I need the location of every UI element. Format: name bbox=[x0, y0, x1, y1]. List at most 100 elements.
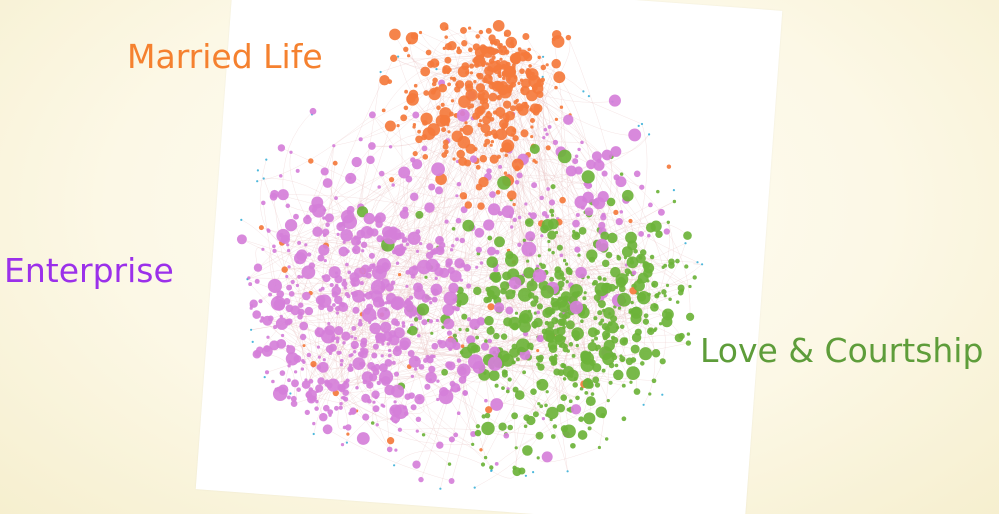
network-edge bbox=[289, 109, 532, 309]
network-edge bbox=[503, 63, 557, 337]
network-edge bbox=[515, 422, 526, 448]
network-node-enterprise bbox=[350, 335, 354, 339]
network-node-love bbox=[537, 402, 541, 406]
network-node-enterprise bbox=[290, 400, 298, 408]
network-node-enterprise bbox=[647, 233, 651, 238]
network-node-enterprise bbox=[336, 350, 341, 356]
network-node-enterprise bbox=[408, 266, 419, 277]
network-node-enterprise bbox=[272, 386, 288, 401]
network-node-enterprise bbox=[295, 283, 300, 288]
network-node-married bbox=[441, 152, 448, 158]
network-node-married bbox=[444, 56, 452, 64]
network-node-enterprise bbox=[323, 258, 327, 263]
network-node-minor bbox=[240, 218, 243, 221]
network-node-enterprise bbox=[435, 235, 444, 245]
network-edge bbox=[599, 323, 611, 448]
network-node-enterprise bbox=[415, 249, 420, 253]
network-node-enterprise bbox=[410, 404, 417, 411]
network-node-minor bbox=[637, 124, 640, 127]
network-node-love bbox=[601, 368, 606, 373]
network-node-love bbox=[605, 251, 613, 259]
network-node-love bbox=[430, 331, 434, 335]
network-node-married-stray bbox=[310, 360, 317, 368]
network-node-married bbox=[489, 143, 493, 147]
network-node-love bbox=[547, 340, 558, 350]
network-node-enterprise bbox=[487, 356, 503, 371]
network-edge bbox=[600, 291, 665, 324]
network-edge bbox=[534, 186, 554, 325]
network-node-married bbox=[468, 47, 473, 53]
network-node-enterprise bbox=[345, 262, 349, 267]
network-node-enterprise bbox=[297, 240, 302, 245]
network-node-enterprise bbox=[456, 108, 470, 122]
network-node-love bbox=[519, 320, 531, 333]
network-node-enterprise bbox=[426, 356, 434, 364]
network-node-love bbox=[651, 280, 659, 288]
network-node-married bbox=[540, 64, 547, 71]
network-node-married bbox=[495, 189, 501, 195]
network-edge bbox=[569, 201, 675, 272]
network-node-enterprise bbox=[536, 310, 541, 315]
network-node-enterprise bbox=[352, 289, 365, 303]
network-edge bbox=[281, 239, 416, 268]
network-edge bbox=[534, 37, 571, 109]
network-node-enterprise bbox=[343, 286, 348, 290]
network-node-love bbox=[533, 311, 538, 315]
network-node-married bbox=[458, 156, 468, 166]
network-node-love bbox=[640, 361, 645, 366]
network-edge bbox=[383, 158, 484, 407]
network-edge bbox=[360, 100, 486, 140]
network-node-married bbox=[493, 38, 501, 46]
network-node-love bbox=[625, 357, 634, 366]
network-node-love bbox=[553, 368, 561, 376]
network-node-love bbox=[613, 369, 624, 381]
network-node-enterprise bbox=[411, 159, 423, 170]
network-node-minor bbox=[397, 55, 400, 58]
network-node-love bbox=[554, 269, 565, 280]
network-node-enterprise bbox=[325, 222, 330, 227]
network-node-enterprise bbox=[512, 217, 517, 222]
network-node-love bbox=[597, 310, 603, 316]
network-node-married bbox=[464, 201, 473, 209]
network-node-enterprise bbox=[334, 295, 343, 305]
network-node-enterprise bbox=[456, 363, 471, 378]
network-node-enterprise bbox=[360, 225, 374, 239]
network-node-enterprise bbox=[306, 389, 317, 401]
network-node-enterprise bbox=[532, 268, 547, 283]
network-node-enterprise bbox=[459, 237, 465, 244]
network-node-love bbox=[621, 383, 626, 388]
network-edge bbox=[404, 232, 480, 408]
network-edge bbox=[413, 313, 463, 381]
network-node-love bbox=[475, 335, 480, 340]
network-node-enterprise bbox=[317, 361, 329, 373]
network-node-love bbox=[597, 275, 602, 281]
network-edge bbox=[283, 235, 510, 311]
network-node-love bbox=[608, 380, 613, 385]
network-node-married bbox=[439, 22, 449, 31]
network-node-love bbox=[550, 434, 556, 439]
network-node-enterprise bbox=[327, 322, 331, 326]
network-edge bbox=[451, 213, 531, 482]
network-node-enterprise bbox=[286, 395, 291, 400]
network-node-love bbox=[560, 362, 566, 368]
network-node-enterprise bbox=[351, 245, 361, 255]
network-node-love bbox=[587, 327, 598, 338]
network-node-love bbox=[582, 378, 594, 389]
network-edge bbox=[263, 178, 314, 366]
network-node-enterprise bbox=[619, 210, 624, 214]
network-node-enterprise bbox=[268, 292, 273, 297]
network-node-love bbox=[686, 332, 691, 336]
network-node-married bbox=[504, 153, 508, 157]
network-node-married bbox=[417, 129, 421, 134]
network-edge bbox=[283, 194, 520, 245]
network-node-enterprise bbox=[469, 318, 481, 330]
network-node-minor bbox=[251, 340, 254, 343]
network-node-love bbox=[651, 348, 661, 358]
network-node-married bbox=[464, 80, 474, 89]
network-node-love bbox=[458, 327, 462, 332]
network-node-married bbox=[512, 202, 516, 207]
network-node-love bbox=[598, 321, 603, 326]
network-edge bbox=[478, 203, 527, 250]
network-node-enterprise bbox=[332, 303, 336, 307]
network-edge bbox=[471, 94, 563, 201]
